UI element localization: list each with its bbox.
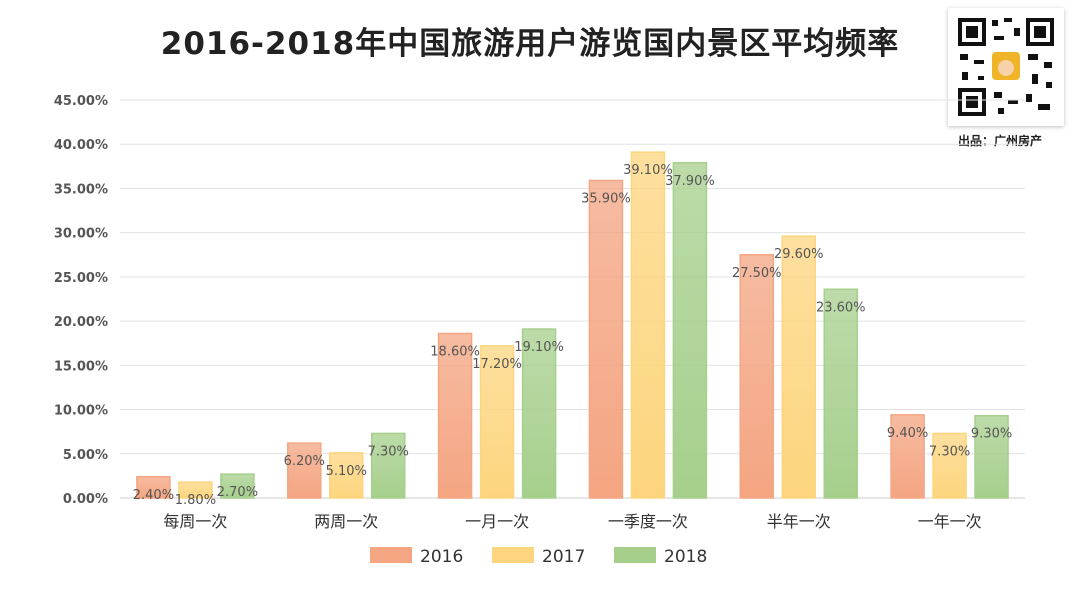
data-label: 37.90%	[665, 174, 715, 189]
bar-2017	[178, 481, 213, 499]
data-label: 9.40%	[887, 426, 928, 441]
bar-2017	[479, 345, 515, 499]
y-tick-label: 0.00%	[63, 492, 108, 507]
bar-2017	[630, 151, 666, 499]
bar-2016	[739, 254, 774, 499]
data-label: 9.30%	[971, 427, 1012, 442]
x-tick-label: 一年一次	[918, 512, 982, 531]
x-tick-label: 半年一次	[767, 512, 831, 531]
legend-swatch-2018	[614, 547, 656, 563]
y-tick-label: 40.00%	[54, 138, 108, 153]
bar-2016	[287, 442, 322, 499]
bar-2016	[136, 476, 171, 499]
data-label: 17.20%	[472, 357, 522, 372]
data-label: 5.10%	[326, 464, 367, 479]
data-label: 2.40%	[133, 488, 174, 503]
bar-2017	[329, 452, 364, 499]
bar-2018	[672, 162, 708, 499]
legend-label: 2016	[420, 547, 463, 567]
bar-2018	[220, 473, 255, 499]
x-tick-label: 两周一次	[314, 512, 378, 531]
y-tick-label: 15.00%	[54, 359, 108, 374]
x-tick-label: 一季度一次	[608, 512, 688, 531]
data-label: 35.90%	[581, 191, 631, 206]
y-tick-label: 45.00%	[54, 94, 108, 109]
bar-2018	[974, 414, 1009, 499]
data-label: 23.60%	[816, 300, 866, 315]
data-label: 19.10%	[514, 340, 564, 355]
data-label: 29.60%	[774, 247, 824, 262]
legend-label: 2018	[664, 547, 707, 567]
data-label: 7.30%	[368, 444, 409, 459]
bar-2018	[521, 328, 557, 499]
data-label: 18.60%	[430, 344, 480, 359]
data-label: 7.30%	[929, 444, 970, 459]
qr-code-icon	[948, 8, 1064, 126]
data-label: 2.70%	[217, 485, 258, 500]
legend-swatch-2017	[492, 547, 534, 563]
bar-2017	[781, 235, 816, 499]
bar-2016	[437, 332, 473, 499]
data-label: 39.10%	[623, 163, 673, 178]
legend-label: 2017	[542, 547, 585, 567]
chart-title: 2016-2018年中国旅游用户游览国内景区平均频率	[160, 26, 900, 62]
bar-2017	[932, 432, 967, 499]
data-label: 27.50%	[732, 266, 782, 281]
x-tick-label: 一月一次	[465, 512, 529, 531]
y-tick-label: 10.00%	[54, 404, 108, 419]
y-tick-label: 25.00%	[54, 271, 108, 286]
data-label: 1.80%	[175, 493, 216, 508]
bar-2018	[823, 288, 858, 499]
legend-swatch-2016	[370, 547, 412, 563]
y-tick-label: 5.00%	[63, 448, 108, 463]
y-tick-label: 20.00%	[54, 315, 108, 330]
x-tick-label: 每周一次	[163, 512, 227, 531]
y-tick-label: 30.00%	[54, 227, 108, 242]
y-tick-label: 35.00%	[54, 182, 108, 197]
bar-2016	[890, 414, 925, 499]
bar-2018	[371, 432, 406, 499]
bar-2016	[588, 179, 624, 499]
data-label: 6.20%	[284, 454, 325, 469]
